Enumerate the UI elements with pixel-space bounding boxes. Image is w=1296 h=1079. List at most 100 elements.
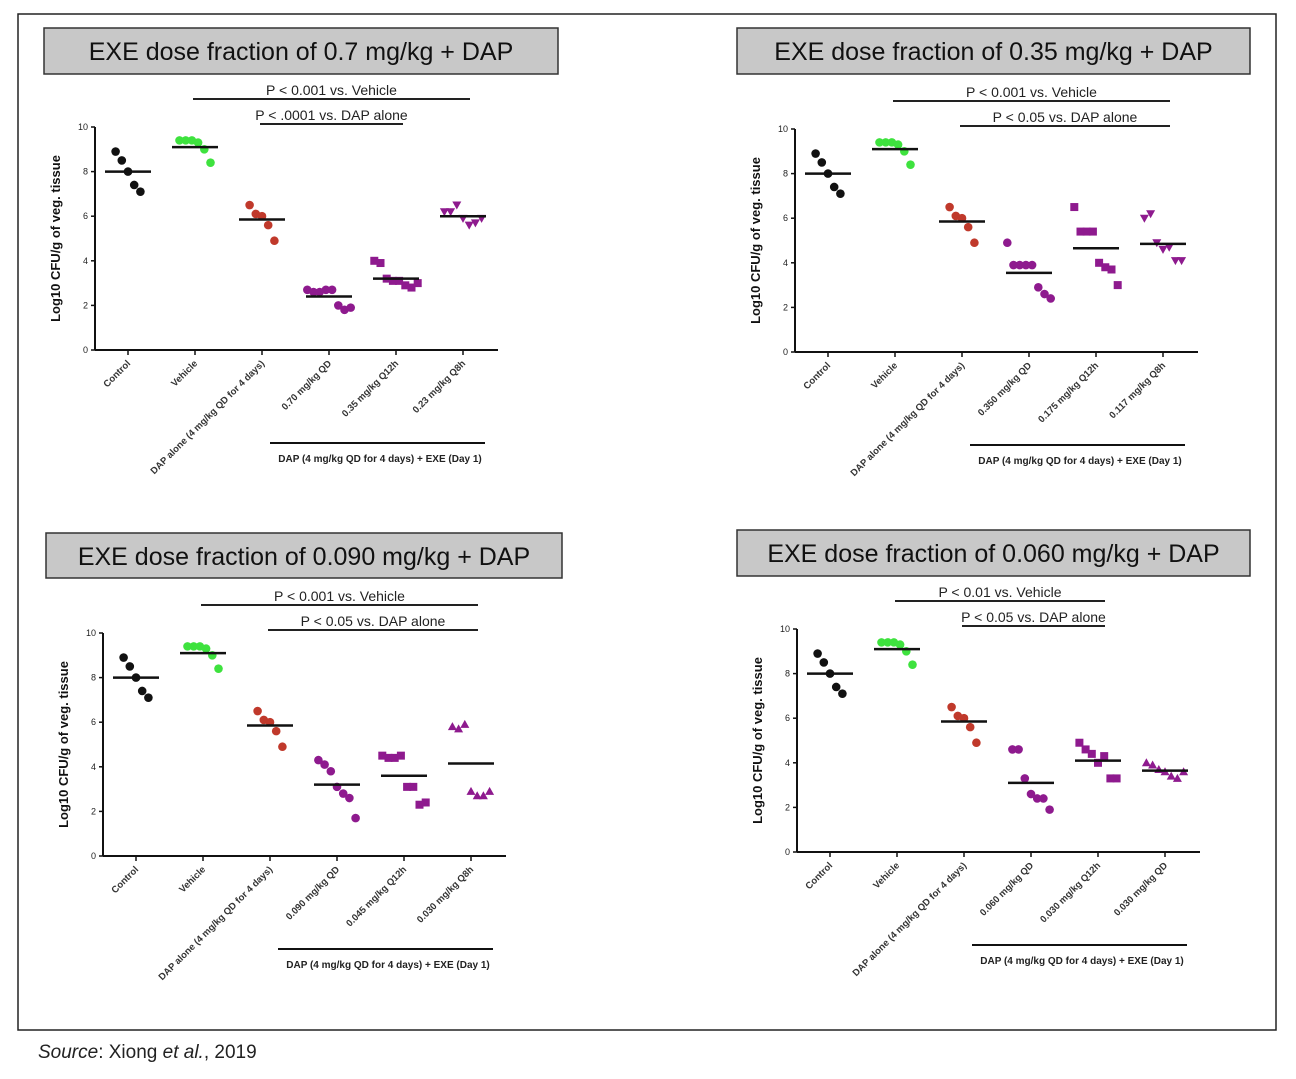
data-point (478, 791, 488, 800)
data-point (466, 786, 476, 795)
x-tick-label: 0.35 mg/kg Q12h (340, 358, 401, 419)
data-point (413, 279, 422, 288)
y-tick-label: 10 (778, 124, 788, 134)
data-point (189, 642, 198, 651)
y-tick-label: 6 (783, 213, 788, 223)
data-point (1003, 238, 1012, 248)
data-point (129, 180, 139, 190)
y-tick-label: 0 (785, 847, 790, 857)
data-point (206, 158, 215, 167)
data-point (1027, 260, 1037, 270)
data-point (1170, 257, 1180, 266)
x-tick-label: Control (101, 358, 133, 390)
data-point (245, 200, 254, 210)
data-point (963, 222, 973, 232)
y-tick-label: 10 (86, 628, 96, 638)
data-point (895, 640, 905, 649)
data-point (321, 285, 331, 295)
data-point (401, 281, 410, 290)
data-point (893, 140, 903, 149)
chart-title: EXE dose fraction of 0.090 mg/kg + DAP (78, 543, 530, 571)
y-tick-label: 8 (785, 669, 790, 679)
data-point (326, 766, 336, 776)
significance-label: P < .0001 vs. DAP alone (255, 107, 408, 123)
data-point (327, 285, 337, 295)
data-point (972, 738, 981, 748)
y-tick-label: 10 (780, 624, 790, 634)
y-tick-label: 8 (783, 169, 788, 179)
data-point (1039, 794, 1048, 803)
y-tick-label: 8 (91, 673, 96, 683)
data-point (485, 786, 495, 795)
data-point (1148, 760, 1158, 769)
y-tick-label: 2 (91, 806, 96, 816)
chart-panel-2: EXE dose fraction of 0.35 mg/kg + DAP 0 2 4… (736, 27, 1251, 479)
data-point (1177, 257, 1187, 266)
significance-label: P < 0.01 vs. Vehicle (938, 584, 1061, 600)
y-axis-label: Log10 CFU/g of veg. tissue (48, 155, 63, 322)
data-point (201, 644, 211, 653)
data-point (811, 149, 820, 158)
data-point (1112, 774, 1121, 783)
y-axis-label: Log10 CFU/g of veg. tissue (56, 661, 71, 828)
data-point (881, 138, 890, 147)
source-label: Source (38, 1042, 99, 1063)
data-point (345, 793, 354, 803)
significance-label: P < 0.05 vs. DAP alone (993, 109, 1138, 125)
x-tick-label: 0.70 mg/kg QD (280, 358, 335, 413)
data-point (338, 789, 348, 798)
source-caption: Source: Xiong et al., 2019 (38, 1042, 257, 1064)
y-tick-label: 4 (83, 256, 88, 266)
y-tick-label: 6 (785, 713, 790, 723)
data-point (908, 660, 917, 669)
data-point (1088, 227, 1097, 236)
significance-label: P < 0.001 vs. Vehicle (966, 84, 1097, 100)
x-tick-label: Vehicle (869, 360, 900, 391)
data-point (370, 256, 379, 265)
significance-label: P < 0.001 vs. Vehicle (274, 588, 405, 604)
data-point (831, 682, 841, 692)
x-tick-label: Vehicle (177, 864, 208, 895)
data-point (403, 782, 412, 791)
source-text: : Xiong (98, 1042, 163, 1063)
data-point (883, 638, 892, 647)
data-point (454, 724, 464, 733)
data-point (1075, 738, 1084, 747)
group-label: DAP (4 mg/kg QD for 4 days) + EXE (Day 1… (978, 456, 1182, 467)
x-tick-label: 0.350 mg/kg QD (976, 360, 1034, 418)
data-point (1094, 758, 1102, 767)
x-tick-label: 0.060 mg/kg QD (978, 860, 1036, 918)
chart-title: EXE dose fraction of 0.060 mg/kg + DAP (767, 540, 1219, 568)
data-point (1106, 774, 1115, 783)
data-point (125, 662, 135, 671)
data-point (877, 638, 886, 647)
x-tick-label: Control (109, 864, 141, 896)
data-point (1172, 773, 1182, 782)
data-point (119, 653, 128, 662)
x-tick-label: DAP alone (4 mg/kg QD for 4 days) (157, 864, 276, 983)
data-point (1008, 745, 1017, 754)
data-point (817, 158, 827, 167)
x-tick-label: DAP alone (4 mg/kg QD for 4 days) (851, 860, 970, 979)
data-point (1166, 771, 1176, 780)
data-point (947, 702, 956, 712)
data-point (1100, 752, 1109, 761)
data-point (1015, 260, 1024, 270)
y-tick-label: 4 (783, 258, 788, 268)
data-point (439, 208, 449, 217)
chart-panel-4: EXE dose fraction of 0.060 mg/kg + DAP 0 2… (736, 529, 1251, 979)
data-point (271, 726, 281, 736)
data-point (1095, 258, 1104, 267)
data-point (1146, 210, 1156, 219)
data-point (214, 664, 223, 673)
data-point (193, 138, 203, 147)
x-tick-label: Vehicle (871, 860, 902, 891)
x-tick-label: 0.030 mg/kg QD (1112, 860, 1170, 918)
group-label: DAP (4 mg/kg QD for 4 days) + EXE (Day 1… (278, 454, 482, 465)
data-point (378, 751, 387, 760)
significance-label: P < 0.05 vs. DAP alone (301, 613, 446, 629)
y-tick-label: 6 (83, 211, 88, 221)
data-point (1032, 794, 1042, 803)
data-point (965, 722, 975, 732)
data-point (395, 276, 404, 285)
